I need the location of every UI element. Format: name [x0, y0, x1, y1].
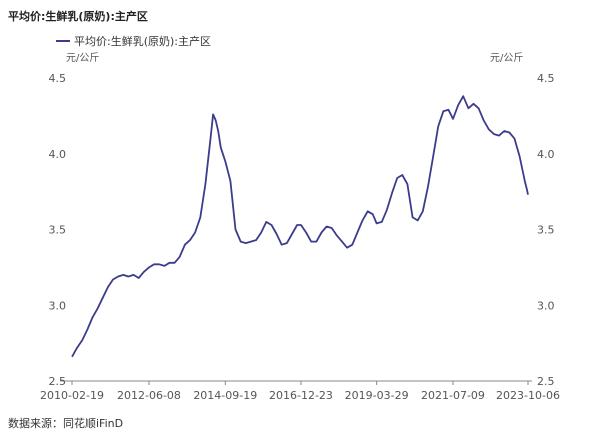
- x-tick-label: 2010-02-19: [40, 389, 104, 402]
- x-tick-label: 2019-03-29: [345, 389, 409, 402]
- series-line: [71, 95, 529, 358]
- source-note: 数据来源：同花顺iFinD: [8, 417, 124, 430]
- y-tick-left-label: 3.0: [49, 299, 67, 312]
- y-axis-right-unit: 元/公斤: [490, 52, 523, 64]
- legend: 平均价:生鲜乳(原奶):主产区: [56, 34, 211, 48]
- y-tick-left-label: 3.5: [49, 224, 67, 237]
- y-axis-left-unit: 元/公斤: [66, 52, 99, 64]
- legend-label: 平均价:生鲜乳(原奶):主产区: [74, 34, 211, 48]
- y-tick-left-label: 4.5: [49, 72, 67, 85]
- y-tick-left-label: 4.0: [49, 148, 67, 161]
- y-axis-right: 2.5 3.0 3.5 4.0 4.5: [537, 72, 555, 388]
- y-tick-right-label: 3.0: [537, 299, 555, 312]
- y-tick-right-label: 4.5: [537, 72, 555, 85]
- x-tick-label: 2014-09-19: [193, 389, 257, 402]
- y-tick-left-label: 2.5: [49, 375, 67, 388]
- x-tick-label: 2023-10-06: [496, 389, 560, 402]
- x-tick-label: 2012-06-08: [117, 389, 181, 402]
- x-tick-label: 2016-12-23: [269, 389, 333, 402]
- y-tick-right-label: 3.5: [537, 224, 555, 237]
- chart-title: 平均价:生鲜乳(原奶):主产区: [8, 10, 148, 23]
- x-axis: 2010-02-19 2012-06-08 2014-09-19 2016-12-23…: [40, 381, 560, 402]
- y-tick-right-label: 4.0: [537, 148, 555, 161]
- y-axis-left: 2.5 3.0 3.5 4.0 4.5: [49, 72, 67, 388]
- x-tick-label: 2021-07-09: [421, 389, 485, 402]
- y-tick-right-label: 2.5: [537, 375, 555, 388]
